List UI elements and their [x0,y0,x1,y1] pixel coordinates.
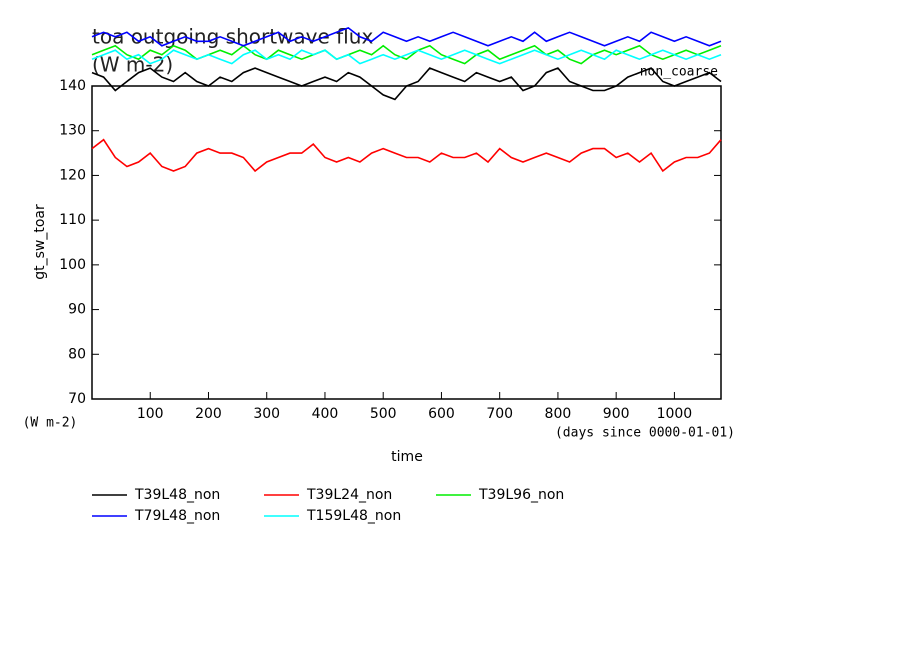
x-tick-label: 500 [370,406,397,422]
legend-label: T39L96_non [478,487,564,503]
series-line [91,49,722,65]
legend-label: T39L24_non [306,487,392,503]
annotation: non_coarse [640,65,718,80]
legend-label: T39L48_non [134,487,220,503]
x-tick-label: 800 [545,406,572,422]
y-tick-label: 110 [59,212,86,228]
series-line [91,67,722,101]
chart-title: toa outgoing shortwave flux [92,25,373,49]
y-axis-label: gt_sw_toar [32,204,48,280]
x-axis-label: time [391,449,423,465]
y-tick-label: 140 [59,78,86,94]
y-tick-label: 90 [68,302,86,318]
y-tick-label: 70 [68,391,86,407]
y-tick-label: 100 [59,257,86,273]
x-tick-label: 400 [312,406,339,422]
y-tick-label: 120 [59,167,86,183]
x-tick-label: 300 [253,406,280,422]
y-tick-label: 80 [68,346,86,362]
x-tick-label: 900 [603,406,630,422]
x-tick-label: 1000 [657,406,693,422]
x-tick-label: 600 [428,406,455,422]
x-tick-label: 200 [195,406,222,422]
legend-label: T159L48_non [306,508,401,524]
series-line [91,26,722,47]
x-tick-label: 100 [137,406,164,422]
x-units: (days since 0000-01-01) [555,426,735,441]
x-tick-label: 700 [486,406,513,422]
series-line [91,138,722,173]
y-units: (W m-2) [23,416,78,431]
y-tick-label: 130 [59,123,86,139]
plot-frame [91,85,722,400]
legend-label: T79L48_non [134,508,220,524]
